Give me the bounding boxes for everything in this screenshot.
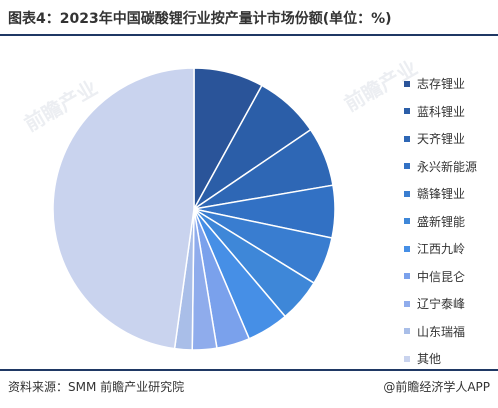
legend-item: 志存锂业 xyxy=(404,70,477,98)
legend-item: 蓝科锂业 xyxy=(404,98,477,126)
legend-item: 江西九岭 xyxy=(404,235,477,263)
legend-swatch xyxy=(404,245,410,252)
pie-slice-11 xyxy=(52,67,195,350)
title-divider xyxy=(0,34,498,36)
legend-swatch xyxy=(404,300,410,307)
legend-label: 蓝科锂业 xyxy=(417,104,466,119)
footer-divider xyxy=(0,369,498,371)
legend-label: 山东瑞福 xyxy=(417,324,466,339)
legend-swatch xyxy=(404,108,410,115)
source-note: 资料来源：SMM 前瞻产业研究院 xyxy=(8,380,185,394)
brand-credit: @前瞻经济学人APP xyxy=(383,380,490,394)
legend-swatch xyxy=(404,273,410,280)
legend-swatch xyxy=(404,135,410,142)
legend-label: 江西九岭 xyxy=(417,242,466,257)
legend-item: 永兴新能源 xyxy=(404,153,477,181)
legend-item: 赣锋锂业 xyxy=(404,180,477,208)
legend-item: 山东瑞福 xyxy=(404,318,477,346)
legend-item: 其他 xyxy=(404,345,477,373)
legend-item: 天齐锂业 xyxy=(404,125,477,153)
legend-label: 赣锋锂业 xyxy=(417,187,466,202)
legend-swatch xyxy=(404,355,410,362)
chart-title: 图表4：2023年中国碳酸锂行业按产量计市场份额(单位：%) xyxy=(8,11,392,27)
legend-label: 中信昆仑 xyxy=(417,269,466,284)
legend-label: 其他 xyxy=(417,352,442,367)
legend-label: 辽宁泰峰 xyxy=(417,297,466,312)
legend-label: 永兴新能源 xyxy=(417,159,478,174)
pie-chart xyxy=(52,67,336,351)
legend-swatch xyxy=(404,328,410,335)
legend-label: 盛新锂能 xyxy=(417,214,466,229)
legend-item: 辽宁泰峰 xyxy=(404,290,477,318)
chart-legend: 志存锂业蓝科锂业天齐锂业永兴新能源赣锋锂业盛新锂能江西九岭中信昆仑辽宁泰峰山东瑞… xyxy=(404,70,477,373)
legend-swatch xyxy=(404,80,410,87)
legend-label: 天齐锂业 xyxy=(417,132,466,147)
legend-item: 中信昆仑 xyxy=(404,263,477,291)
legend-label: 志存锂业 xyxy=(417,77,466,92)
legend-swatch xyxy=(404,218,410,225)
legend-item: 盛新锂能 xyxy=(404,208,477,236)
legend-swatch xyxy=(404,190,410,197)
legend-swatch xyxy=(404,163,410,170)
